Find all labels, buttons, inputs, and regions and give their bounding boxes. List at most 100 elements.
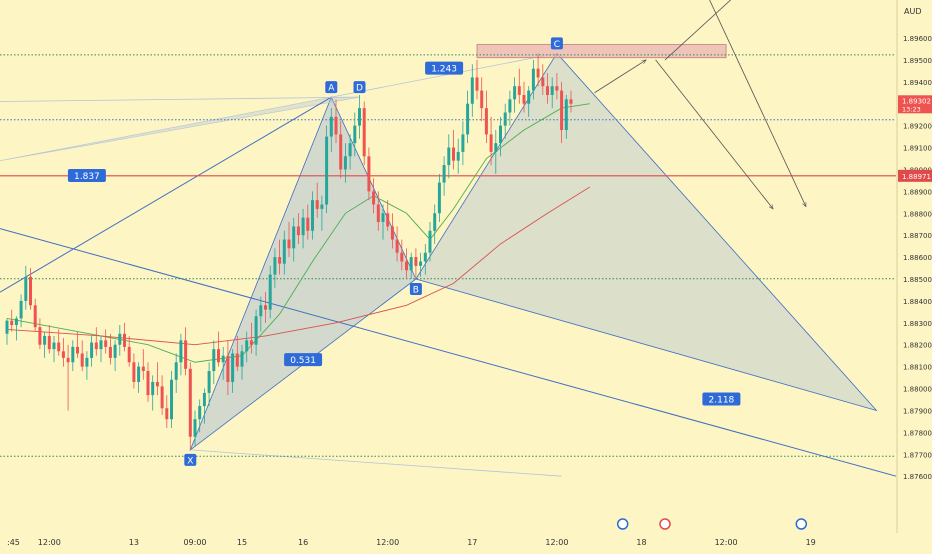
candle-body [43, 335, 47, 345]
price-tick-label: 1.88900 [903, 188, 932, 196]
price-tick-label: 1.89500 [903, 57, 932, 65]
candle-body [531, 68, 535, 91]
candle-body [231, 353, 235, 382]
candle-body [80, 353, 84, 367]
time-tick-label: 18 [636, 538, 646, 547]
candle-body [437, 182, 441, 214]
candle-body [564, 99, 568, 131]
ratio-label: 2.118 [709, 396, 735, 406]
candle-body [264, 305, 267, 310]
target-zone [476, 44, 727, 59]
price-tick-label: 1.88700 [903, 232, 932, 240]
moving-average-line [6, 103, 590, 363]
time-tick-label: 12:00 [38, 538, 61, 547]
candle-body [433, 213, 437, 231]
candle-body [249, 340, 253, 345]
time-tick-label: 12:00 [715, 538, 738, 547]
pattern-point-label: C [554, 40, 560, 50]
time-tick-label: 09:00 [183, 538, 206, 547]
price-tick-label: 1.88500 [903, 276, 932, 284]
xd-line [190, 449, 562, 477]
time-tick-label: 17 [467, 538, 477, 547]
candle-body [456, 151, 460, 161]
candle-body [76, 346, 79, 354]
descending-trendline [0, 228, 897, 477]
candle-body [207, 371, 211, 393]
candle-body [212, 349, 216, 372]
candle-body [38, 327, 42, 345]
candle-body [419, 261, 423, 266]
candle-body [24, 276, 28, 301]
economic-event-icon [659, 518, 671, 530]
price-tick-label: 1.88100 [903, 364, 932, 372]
ratio-badge [425, 61, 464, 75]
candle-body [358, 108, 361, 126]
candle-body [71, 346, 75, 363]
price-tick-label: 1.87800 [903, 429, 932, 437]
candle-body [560, 90, 564, 131]
candle-body [160, 386, 164, 409]
economic-event-icon [616, 518, 629, 530]
candle-body [339, 134, 343, 170]
candle-body [52, 342, 56, 350]
candle-body [259, 305, 263, 317]
candle-body [306, 217, 310, 231]
candle-body [221, 355, 225, 363]
candle-body [292, 226, 296, 249]
candle-body [353, 125, 357, 144]
price-tick-label: 1.87600 [903, 473, 932, 481]
price-tick-label: 1.89400 [903, 79, 932, 87]
candle-body [165, 408, 169, 420]
candle-body [461, 134, 465, 152]
price-tick-label: 1.89100 [903, 145, 932, 153]
candle-body [409, 257, 413, 271]
candles-layer [5, 53, 573, 450]
xa-extension-line [0, 96, 332, 293]
time-tick-label: 12:00 [545, 538, 568, 547]
candle-body [343, 156, 347, 170]
price-tick-label: 1.88200 [903, 342, 932, 350]
candle-body [386, 213, 390, 227]
candle-body [123, 333, 126, 347]
candle-body [104, 340, 108, 347]
candle-body [66, 357, 70, 363]
ratio-badge [284, 353, 323, 367]
projection-arrow [664, 0, 732, 61]
candle-body [513, 86, 517, 100]
pattern-point-badge [550, 37, 563, 50]
candle-body [325, 136, 329, 205]
pattern-point-label: D [356, 84, 363, 94]
time-tick-label: 13 [129, 538, 139, 547]
candle-body [428, 230, 432, 253]
candle-body [400, 252, 404, 262]
candle-body [480, 90, 484, 109]
candle-body [390, 226, 394, 240]
moving-averages-layer [6, 103, 591, 363]
candle-body [29, 276, 32, 306]
price-tick-label: 1.88800 [903, 210, 932, 218]
candle-body [555, 86, 559, 91]
ratio-label: 0.531 [290, 356, 316, 366]
pattern-point-badge [409, 283, 422, 295]
candle-body [245, 340, 249, 352]
candle-body [569, 99, 573, 104]
candle-body [90, 342, 94, 358]
time-tick-label: :45 [7, 538, 20, 547]
candle-body [33, 305, 37, 328]
price-tick-label: 1.88400 [903, 298, 932, 306]
candle-body [151, 381, 155, 396]
time-tick-label: 19 [806, 538, 816, 547]
candle-body [442, 165, 446, 183]
pattern-point-label: X [187, 456, 193, 466]
price-axis-background [897, 0, 932, 550]
candle-body [541, 77, 545, 87]
candle-body [184, 340, 188, 369]
candle-body [132, 362, 136, 382]
projection-arrow [655, 59, 774, 209]
current-price-badge [898, 95, 932, 114]
ac-line [331, 52, 557, 98]
moving-average-line [6, 186, 591, 346]
